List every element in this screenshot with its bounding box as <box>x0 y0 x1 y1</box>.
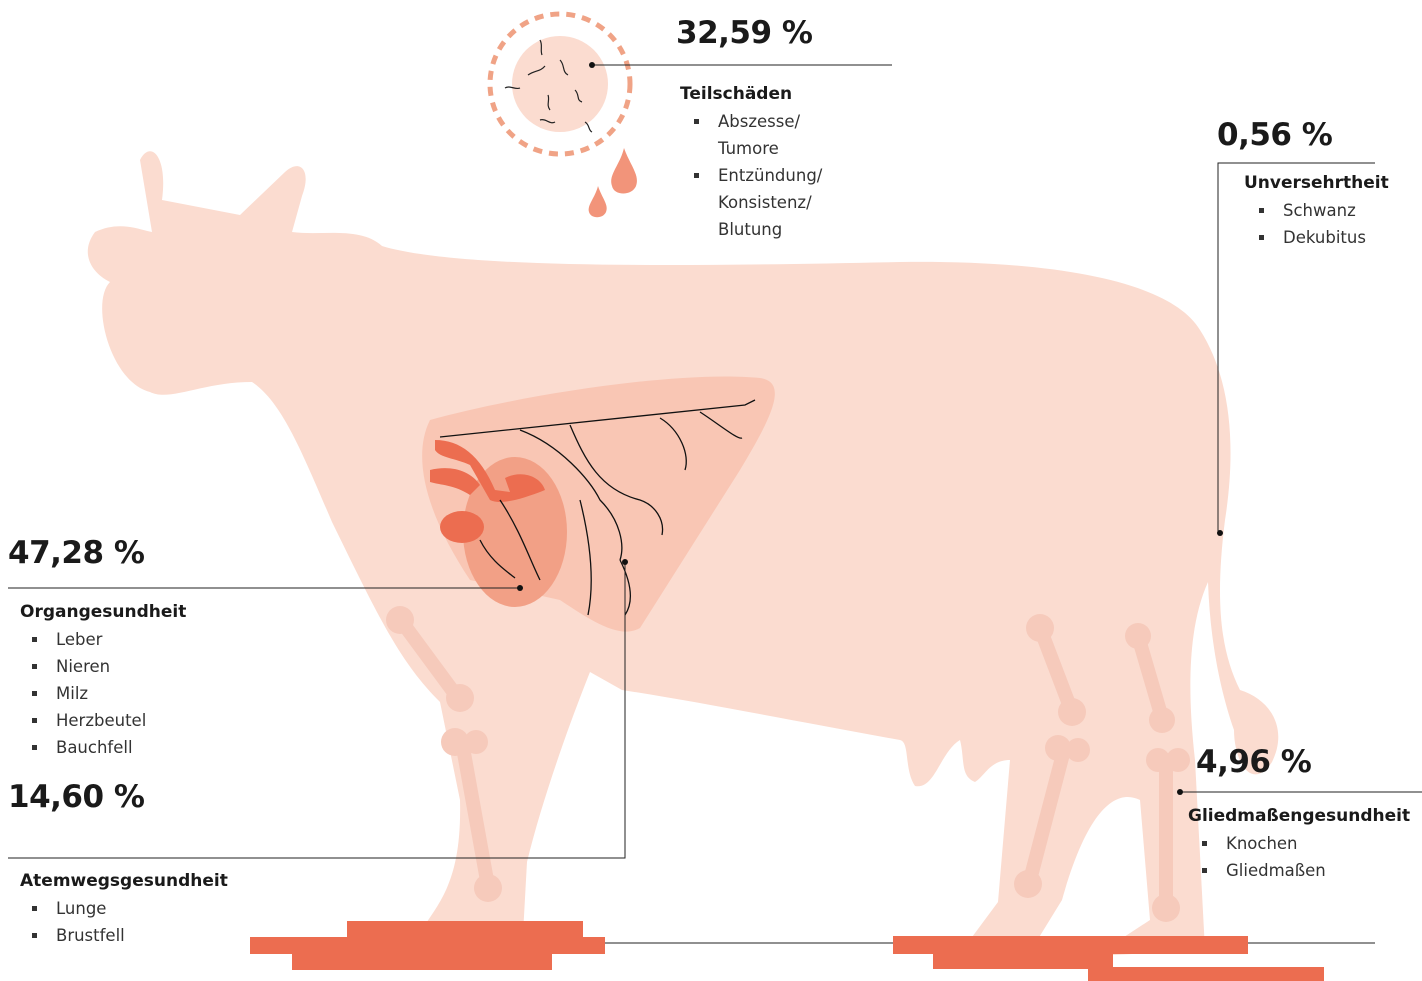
list-item: Bauchfell <box>32 734 256 761</box>
item-list: Lunge Brustfell <box>32 895 256 949</box>
leader-dots <box>517 62 1223 795</box>
category-title: Teilschäden <box>680 84 793 104</box>
item-list: Abszesse/ Tumore Entzündung/ Konsistenz/ … <box>694 108 838 243</box>
list-item: Leber <box>32 626 256 653</box>
percentage: 32,59 % <box>676 15 813 51</box>
percentage: 47,28 % <box>8 535 145 571</box>
category-title: Gliedmaßengesundheit <box>1188 806 1411 826</box>
list-item: Schwanz <box>1259 197 1413 224</box>
category-title: Atemwegsgesundheit <box>20 871 228 891</box>
list-item: Gliedmaßen <box>1202 857 1422 884</box>
percentage: 4,96 % <box>1196 744 1312 780</box>
cow <box>87 151 1279 956</box>
percentage: 0,56 % <box>1217 117 1333 153</box>
list-item: Dekubitus <box>1259 224 1413 251</box>
list-item: Lunge <box>32 895 256 922</box>
list-item: Nieren <box>32 653 256 680</box>
item-list: Schwanz Dekubitus <box>1259 197 1413 251</box>
leader-lines <box>8 64 1422 944</box>
teilschaeden-icon <box>487 11 637 218</box>
item-list: Leber Nieren Milz Herzbeutel Bauchfell <box>32 626 256 761</box>
list-item: Herzbeutel <box>32 707 256 734</box>
percentage: 14,60 % <box>8 779 145 815</box>
list-item: Milz <box>32 680 256 707</box>
list-item: Knochen <box>1202 830 1422 857</box>
category-title: Unversehrtheit <box>1244 173 1389 193</box>
list-item: Entzündung/ Konsistenz/ Blutung <box>694 162 838 243</box>
ground <box>250 921 1324 981</box>
category-title: Organgesundheit <box>20 602 187 622</box>
item-list: Knochen Gliedmaßen <box>1202 830 1422 884</box>
list-item: Brustfell <box>32 922 256 949</box>
list-item: Abszesse/ Tumore <box>694 108 838 162</box>
